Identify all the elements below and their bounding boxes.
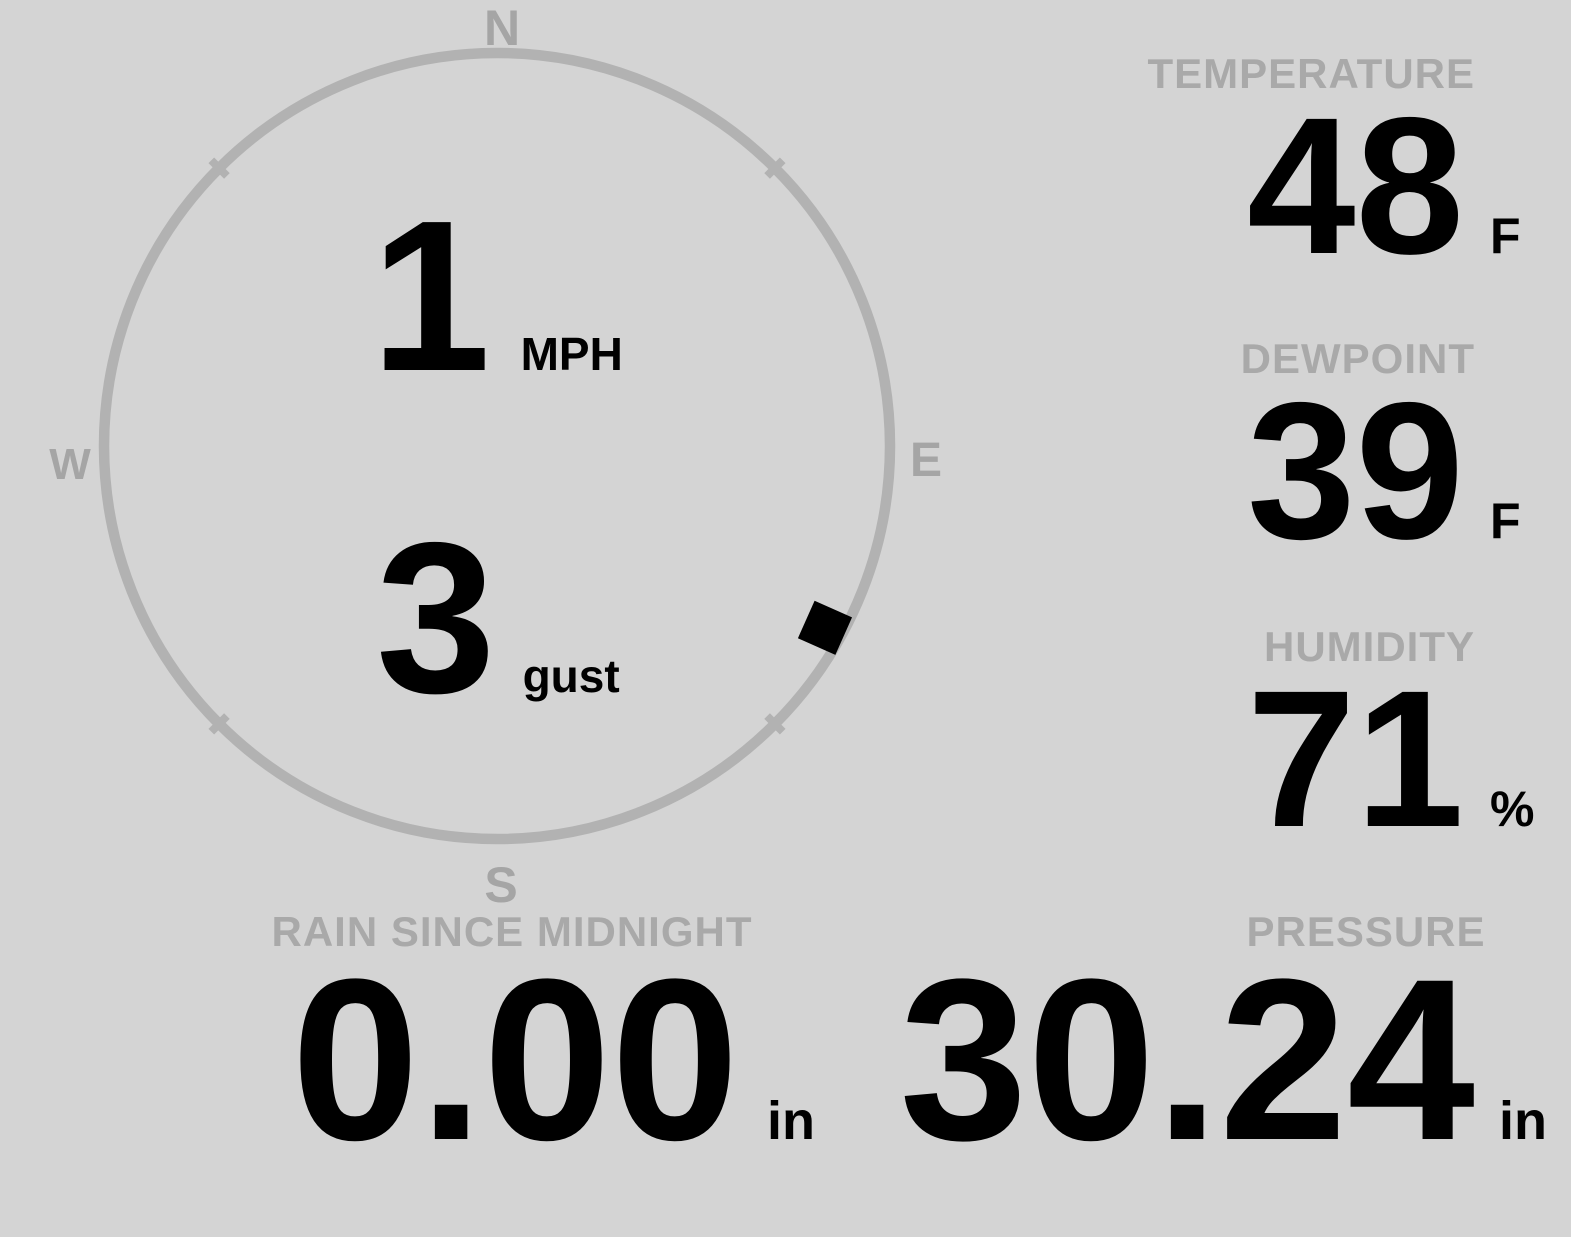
- rain-label: RAIN SINCE MIDNIGHT: [271, 908, 753, 955]
- compass-tick-nw: [208, 157, 230, 179]
- wind-gust-value: 3: [376, 497, 496, 738]
- compass-tick-sw: [208, 713, 230, 735]
- wind-speed: 1 MPH: [371, 188, 623, 403]
- compass-label-north: N: [483, 0, 521, 56]
- temperature-value: 48: [1247, 77, 1464, 295]
- stat-dewpoint: DEWPOINT 39 F: [1241, 338, 1545, 569]
- wind-gust: 3 gust: [376, 510, 620, 725]
- pressure-value: 30.24: [899, 931, 1475, 1188]
- humidity-unit: %: [1490, 781, 1535, 837]
- wind-gust-unit: gust: [522, 650, 620, 702]
- dewpoint-value: 39: [1247, 362, 1464, 580]
- dewpoint-unit: F: [1490, 493, 1521, 549]
- wind-speed-value: 1: [371, 175, 491, 416]
- wind-direction-marker: [797, 600, 853, 655]
- rain-unit: in: [767, 1091, 815, 1151]
- rain-value: 0.00: [291, 931, 739, 1188]
- compass-label-south: S: [484, 857, 518, 913]
- pressure-value-row: 30.24 in: [899, 931, 1547, 1188]
- pressure-label: PRESSURE: [1246, 908, 1486, 955]
- compass-circle: [98, 47, 896, 845]
- compass-tick-ne: [764, 157, 786, 179]
- rain-value-row: 0.00 in: [291, 945, 817, 1175]
- compass-tick-se: [764, 713, 786, 735]
- humidity-value: 71: [1247, 650, 1464, 868]
- dewpoint-value-row: 39 F: [1241, 374, 1545, 569]
- compass-label-west: W: [49, 440, 91, 489]
- humidity-label: HUMIDITY: [1264, 623, 1475, 670]
- compass-graphic: [98, 47, 896, 845]
- temperature-label: TEMPERATURE: [1147, 50, 1475, 97]
- wind-speed-unit: MPH: [520, 328, 623, 380]
- dewpoint-label: DEWPOINT: [1240, 335, 1475, 382]
- temperature-value-row: 48 F: [1147, 89, 1545, 284]
- compass-label-east: E: [909, 434, 943, 487]
- stat-temperature: TEMPERATURE 48 F: [1147, 53, 1545, 284]
- pressure-unit: in: [1499, 1091, 1547, 1151]
- stat-humidity: HUMIDITY 71 %: [1247, 626, 1545, 857]
- humidity-value-row: 71 %: [1247, 662, 1545, 857]
- temperature-unit: F: [1490, 208, 1521, 264]
